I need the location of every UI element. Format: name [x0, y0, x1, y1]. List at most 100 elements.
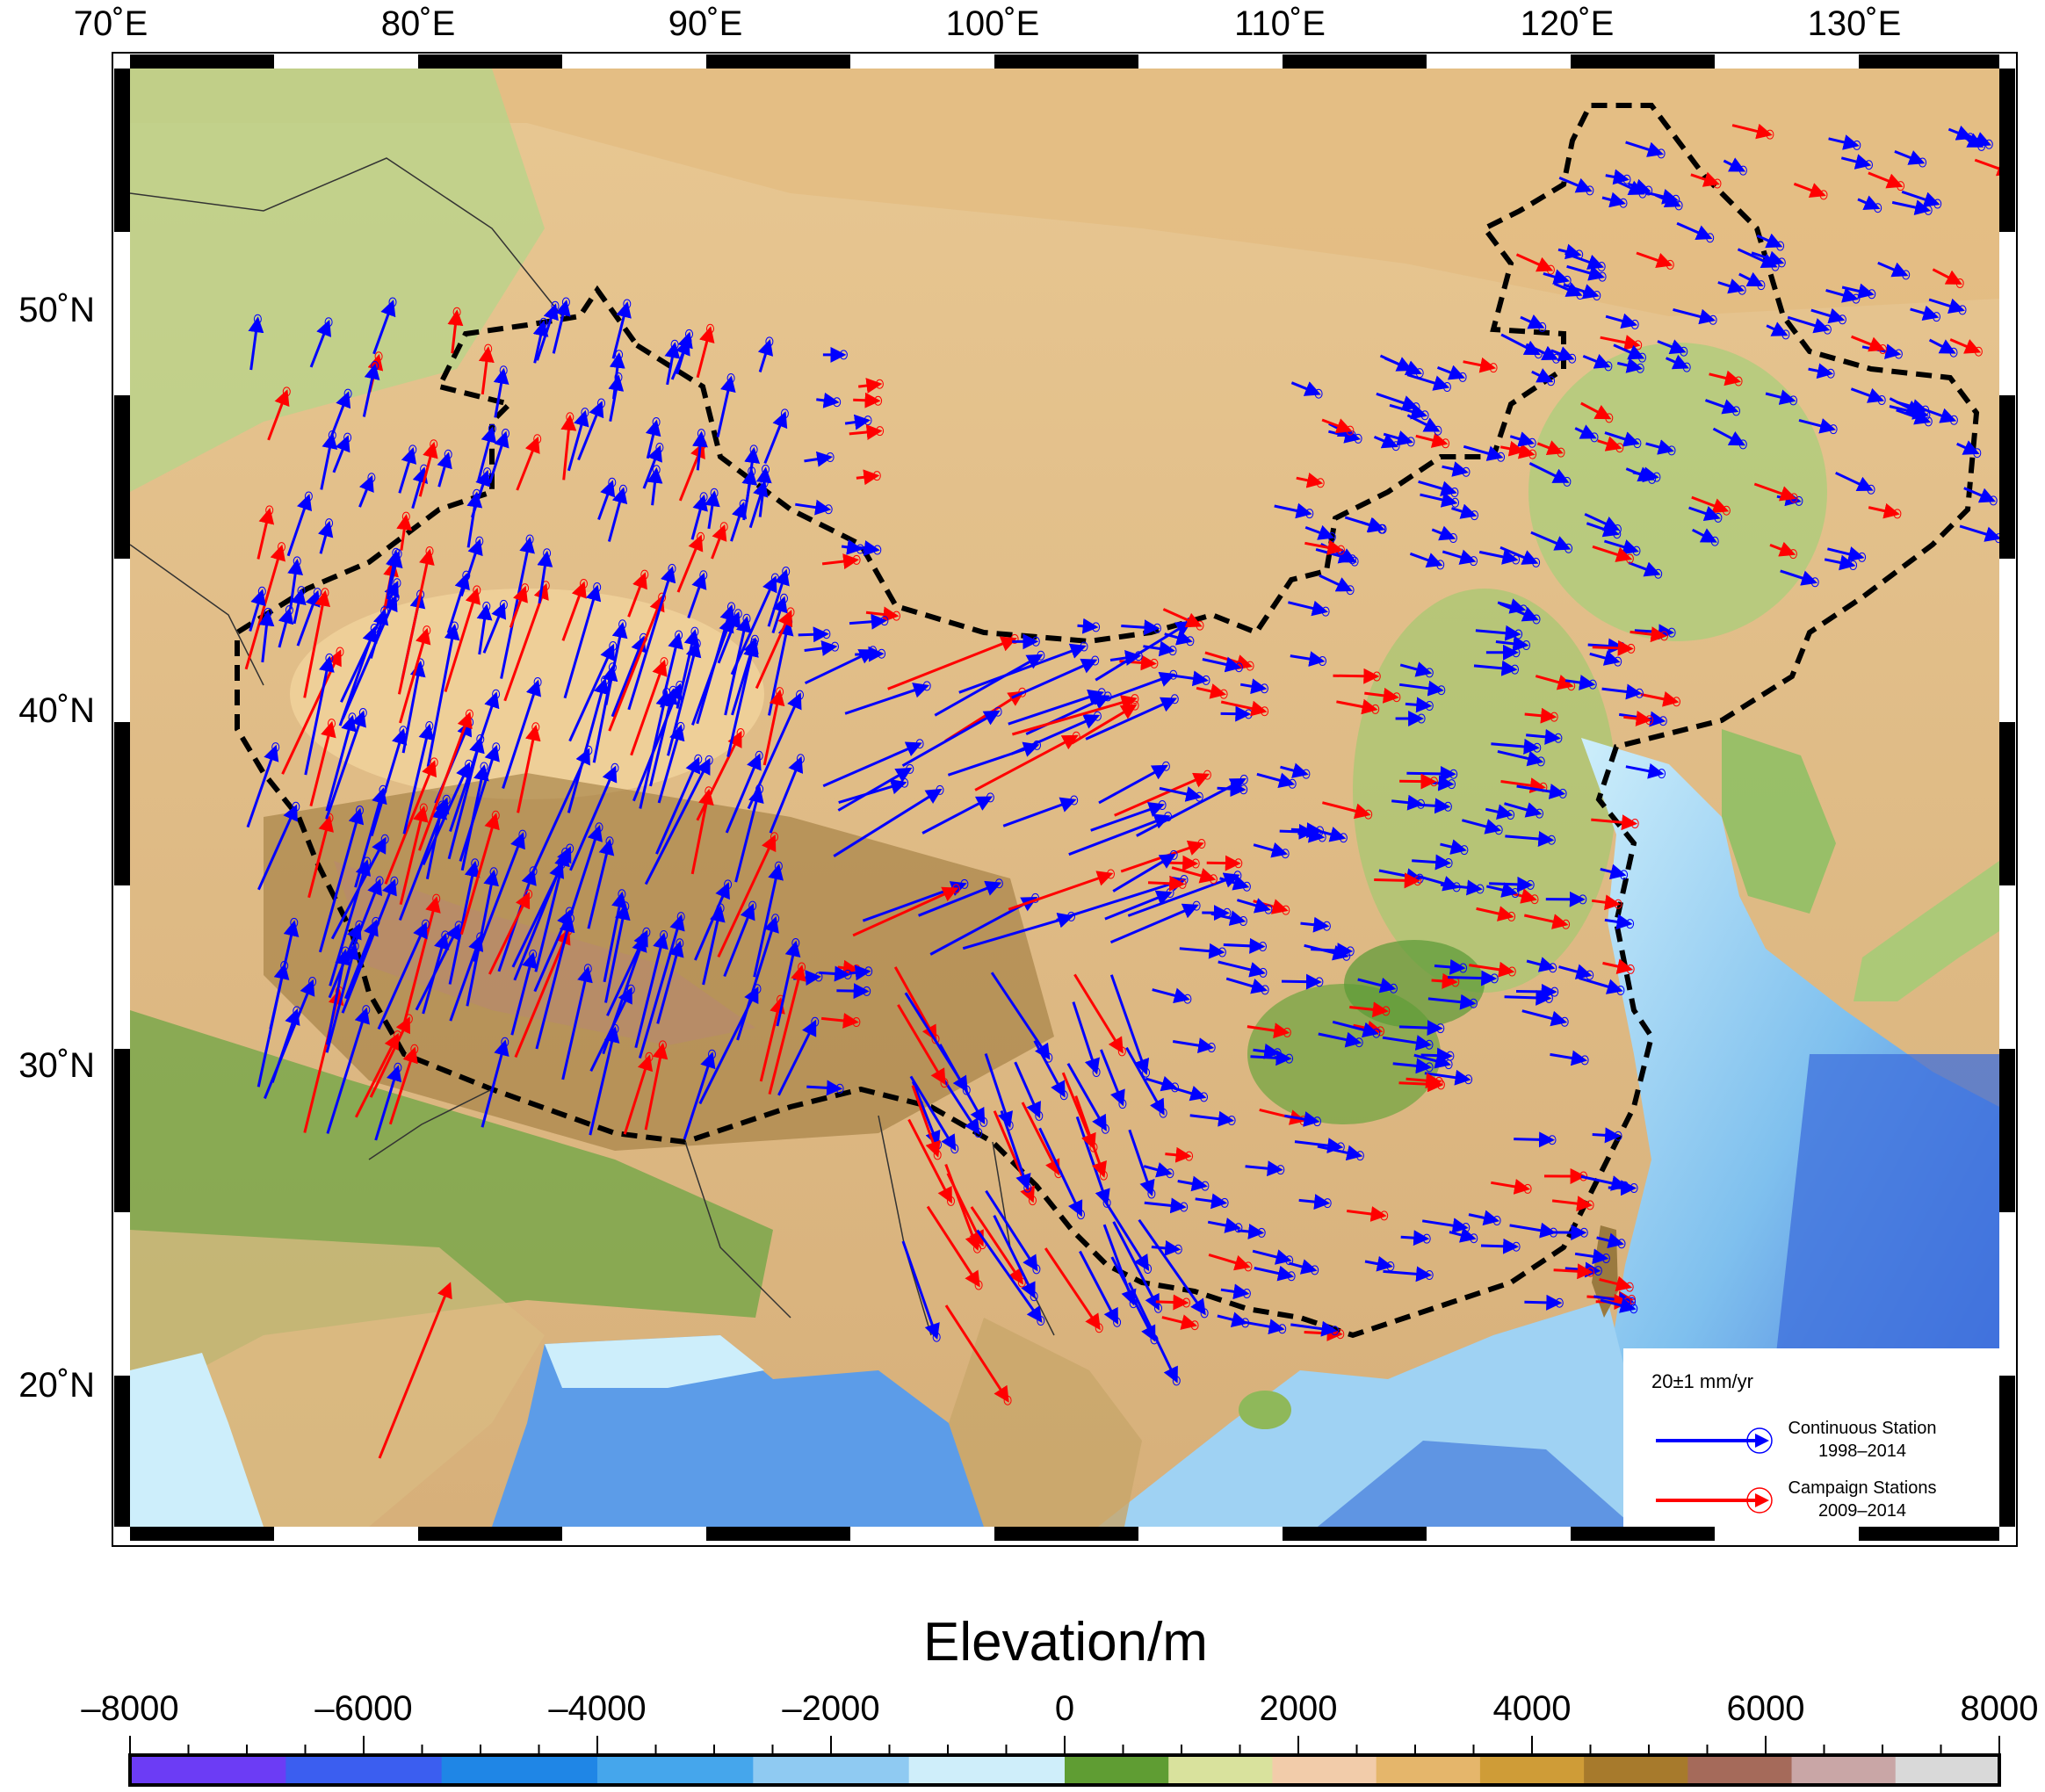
continuous-velocity-vector [537, 550, 553, 604]
error-ellipse [719, 522, 728, 532]
continuous-velocity-vector [1138, 1218, 1206, 1316]
northeast-plain [1528, 343, 1827, 641]
indochina [949, 1318, 1142, 1527]
continuous-velocity-vector [1038, 1127, 1083, 1218]
error-ellipse [1460, 845, 1469, 856]
colorbar-tick-label: 6000 [1727, 1689, 1805, 1728]
error-ellipse [1197, 839, 1206, 849]
campaign-velocity-vector [1602, 958, 1634, 974]
error-ellipse [1227, 1116, 1236, 1125]
campaign-velocity-vector [1769, 541, 1796, 557]
error-ellipse [1680, 346, 1688, 357]
error-ellipse [774, 861, 783, 871]
error-ellipse [394, 549, 402, 559]
campaign-velocity-vector [907, 1118, 952, 1204]
continuous-velocity-vector [1217, 781, 1247, 798]
continuous-velocity-vector [730, 502, 748, 542]
campaign-velocity-vector [1415, 432, 1449, 448]
error-ellipse [716, 903, 725, 914]
error-ellipse [358, 708, 367, 718]
campaign-velocity-vector [307, 815, 334, 899]
error-ellipse [1091, 655, 1100, 666]
error-ellipse [1660, 631, 1668, 641]
error-ellipse [1614, 1131, 1622, 1141]
campaign-velocity-vector [897, 1004, 946, 1086]
error-ellipse [425, 721, 434, 731]
hainan-island [1239, 1391, 1291, 1429]
error-ellipse [676, 912, 685, 922]
error-ellipse [539, 317, 548, 328]
frame-segment-bottom [1427, 1527, 1571, 1541]
error-ellipse [1196, 620, 1204, 631]
colorbar-tick-label: –2000 [782, 1689, 879, 1728]
error-ellipse [1037, 650, 1045, 661]
error-ellipse [872, 471, 881, 481]
continuous-velocity-vector [372, 300, 396, 355]
continuous-velocity-vector [1657, 339, 1687, 355]
campaign-velocity-vector [402, 896, 441, 1024]
error-ellipse [278, 542, 285, 553]
error-ellipse [1558, 788, 1567, 798]
error-ellipse [1490, 973, 1499, 984]
error-ellipse [611, 762, 619, 773]
error-ellipse [1777, 257, 1786, 268]
continuous-velocity-vector [771, 596, 788, 634]
legend-continuous-ellipse [1746, 1427, 1773, 1454]
error-ellipse [483, 467, 492, 478]
error-ellipse [1337, 545, 1345, 555]
colorbar-fill [130, 1755, 2000, 1785]
error-ellipse [561, 848, 570, 857]
error-ellipse [1417, 713, 1426, 724]
error-ellipse [755, 750, 763, 761]
error-ellipse [1311, 1265, 1319, 1275]
continuous-velocity-vector [1098, 764, 1169, 805]
error-ellipse [655, 443, 664, 452]
error-ellipse [1166, 1168, 1174, 1179]
error-ellipse [1010, 633, 1019, 644]
campaign-velocity-vector [1974, 158, 1999, 177]
error-ellipse [282, 387, 291, 397]
frame-segment-right [1999, 69, 2015, 232]
error-ellipse [1933, 312, 1940, 322]
continuous-velocity-vector [833, 788, 943, 857]
campaign-velocity-vector [759, 997, 785, 1082]
campaign-velocity-vector [1591, 814, 1638, 831]
continuous-velocity-vector [1712, 427, 1745, 446]
frame-segment-bottom [1859, 1527, 1999, 1541]
error-ellipse [1285, 1053, 1294, 1064]
continuous-velocity-vector [1600, 1297, 1637, 1313]
continuous-velocity-vector [1279, 823, 1315, 840]
campaign-velocity-vector [1008, 871, 1114, 911]
error-ellipse [736, 728, 745, 738]
frame-segment-left [114, 1212, 130, 1376]
error-ellipse [419, 803, 428, 813]
frame-segment-top [1571, 54, 1715, 69]
continuous-velocity-vector [691, 430, 708, 471]
error-ellipse [1617, 1239, 1626, 1249]
campaign-velocity-vector [388, 1046, 418, 1125]
continuous-velocity-vector [702, 905, 726, 986]
error-ellipse [1386, 1261, 1395, 1271]
continuous-velocity-vector [1298, 1194, 1331, 1210]
error-ellipse [475, 536, 484, 546]
continuous-velocity-vector [329, 859, 372, 986]
continuous-velocity-vector [1239, 678, 1268, 695]
continuous-velocity-vector [1304, 524, 1335, 540]
error-ellipse [484, 343, 493, 354]
continuous-velocity-vector [664, 342, 681, 386]
error-ellipse [950, 1144, 959, 1154]
lon-label-70: 70˚E [74, 4, 148, 43]
campaign-velocity-vector [1374, 872, 1420, 889]
error-ellipse [1458, 372, 1467, 382]
continuous-velocity-vector [1877, 261, 1909, 278]
error-ellipse [408, 444, 417, 455]
terrain-layer [130, 69, 1999, 1527]
continuous-velocity-vector [1254, 1265, 1295, 1282]
error-ellipse [1285, 1255, 1294, 1266]
error-ellipse [874, 395, 883, 406]
campaign-velocity-vector [1580, 401, 1612, 420]
error-ellipse [1107, 869, 1115, 879]
continuous-velocity-vector [734, 786, 764, 883]
error-ellipse [1580, 1055, 1589, 1066]
error-ellipse [796, 754, 805, 764]
